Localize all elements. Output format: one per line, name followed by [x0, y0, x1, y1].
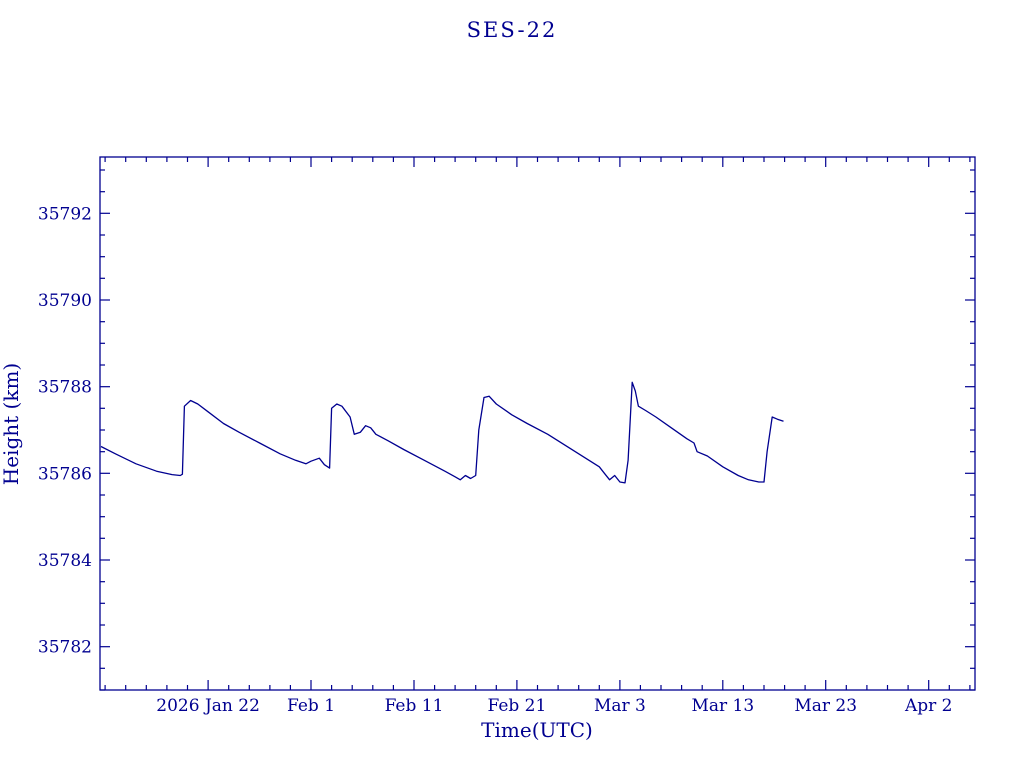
chart-title: SES-22: [467, 18, 558, 42]
series-layer: [100, 381, 784, 484]
axes-layer: 2026 Jan 22 Feb 1 Feb 11 Feb 21 Mar 3 Mar 13 M…: [38, 156, 976, 716]
y-tick-label: 35784: [38, 551, 92, 571]
y-tick-label: 35786: [38, 464, 92, 484]
x-tick-label: Mar 23: [794, 696, 857, 716]
x-tick-label: Mar 3: [594, 696, 646, 716]
height-series-line: [100, 381, 784, 484]
y-tick-label: 35792: [38, 204, 92, 224]
x-tick-label: Feb 21: [487, 696, 546, 716]
x-axis-label: Time(UTC): [481, 718, 593, 742]
y-tick-label: 35790: [38, 291, 92, 311]
x-tick-label: Apr 2: [904, 696, 953, 716]
x-tick-label: Feb 11: [385, 696, 444, 716]
y-tick-label: 35782: [38, 638, 92, 658]
x-tick-label: Feb 1: [287, 696, 335, 716]
x-tick-label: 2026 Jan 22: [156, 696, 260, 716]
plot-frame: [99, 156, 976, 691]
y-axis-label: Height (km): [0, 363, 23, 485]
y-tick-label: 35788: [38, 378, 92, 398]
x-tick-label: Mar 13: [691, 696, 754, 716]
